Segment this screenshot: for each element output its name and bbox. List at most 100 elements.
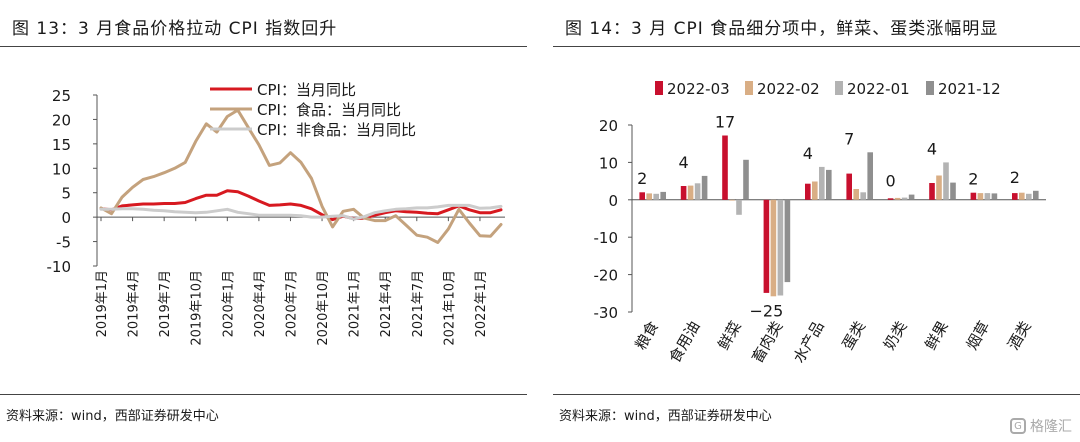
x-tick-label: 2020年7月 bbox=[284, 270, 299, 337]
x-tick-label: 2021年1月 bbox=[348, 270, 363, 337]
bar-2022-03-粮食 bbox=[639, 192, 645, 200]
x-tick-label: 2020年1月 bbox=[221, 270, 236, 337]
data-label-粮食: 2 bbox=[637, 169, 647, 188]
bar-2022-01-食用油 bbox=[694, 183, 701, 200]
bar-2022-02-畜肉类 bbox=[770, 199, 777, 297]
bar-2022-02-酒类 bbox=[1019, 192, 1025, 200]
figure-13-source: 资料来源：wind，西部证券研发中心 bbox=[6, 409, 219, 424]
bar-2022-03-鲜菜 bbox=[722, 135, 728, 200]
data-label-水产品: 4 bbox=[803, 144, 813, 163]
data-label-奶类: 0 bbox=[886, 172, 896, 191]
bar-2022-02-烟草 bbox=[977, 193, 984, 200]
bar-2022-01-鲜果 bbox=[943, 162, 949, 200]
bar-2021-12-蛋类 bbox=[867, 152, 873, 200]
bar-2022-02-食用油 bbox=[687, 185, 694, 200]
data-label-烟草: 2 bbox=[968, 170, 978, 189]
series-line-3 bbox=[99, 203, 503, 221]
bar-2021-12-酒类 bbox=[1033, 190, 1039, 200]
bar-2022-03-酒类 bbox=[1012, 193, 1018, 200]
bar-2022-01-蛋类 bbox=[860, 192, 866, 200]
watermark-text: 格隆汇 bbox=[1030, 419, 1072, 435]
bar-2022-02-鲜菜 bbox=[729, 199, 735, 201]
bar-2022-03-食用油 bbox=[680, 186, 687, 200]
y-tick-label: 10 bbox=[599, 154, 618, 172]
x-tick-label: 2020年4月 bbox=[253, 270, 268, 337]
bar-2022-01-酒类 bbox=[1026, 193, 1032, 200]
bar-2021-12-食用油 bbox=[701, 175, 708, 200]
figure-14-panel: 图 14：3 月 CPI 食品细分项中，鲜菜、蛋类涨幅明显 -30 -20 -10 0… bbox=[553, 0, 1080, 442]
legend-swatch-2022-03 bbox=[655, 81, 663, 95]
data-label-蛋类: 7 bbox=[844, 129, 854, 148]
data-label-畜肉类: −25 bbox=[750, 301, 784, 320]
data-label-酒类: 2 bbox=[1010, 168, 1020, 187]
legend-label-1: CPI：当月同比 bbox=[257, 81, 356, 99]
y-tick-label: 0 bbox=[608, 192, 618, 210]
figure-13-title: 图 13：3 月食品价格拉动 CPI 指数回升 bbox=[12, 19, 338, 39]
bar-2022-03-畜肉类 bbox=[763, 199, 770, 293]
cpi-line-chart: -10 -5 0 5 10 15 20 25 2019年1月 2019年4月 2019年7月 2019… bbox=[47, 81, 505, 346]
watermark: G 格隆汇 bbox=[1010, 416, 1072, 436]
x-tick-label: 酒类 bbox=[1004, 318, 1035, 353]
y-tick-label: -10 bbox=[47, 258, 72, 276]
x-tick-label: 2020年10月 bbox=[316, 270, 331, 346]
y-tick-label: 20 bbox=[599, 117, 618, 135]
x-tick-label: 2021年7月 bbox=[411, 270, 426, 337]
series-line-1 bbox=[99, 189, 503, 222]
bar-2021-12-水产品 bbox=[826, 169, 832, 200]
bar-2021-12-奶类 bbox=[908, 194, 915, 200]
x-tick-label: 畜肉类 bbox=[748, 318, 786, 366]
g-logo-icon: G bbox=[1010, 418, 1026, 434]
y-tick-label: 20 bbox=[52, 111, 71, 129]
bar-2022-02-鲜果 bbox=[936, 175, 942, 200]
bar-2022-01-鲜菜 bbox=[736, 199, 742, 215]
x-tick-label: 烟草 bbox=[963, 318, 994, 353]
bar-2022-01-烟草 bbox=[984, 193, 991, 200]
series-line-2 bbox=[99, 108, 503, 244]
legend-label-2022-02: 2022-02 bbox=[757, 80, 820, 98]
x-tick-label: 水产品 bbox=[790, 318, 828, 366]
bar-2022-01-奶类 bbox=[901, 197, 908, 200]
x-tick-label: 2019年4月 bbox=[127, 270, 142, 337]
bar-2021-12-烟草 bbox=[991, 193, 998, 200]
x-tick-label: 2021年10月 bbox=[442, 270, 457, 346]
bar-2022-03-鲜果 bbox=[929, 183, 935, 200]
y-tick-label: -30 bbox=[594, 304, 619, 322]
title-rule bbox=[0, 46, 527, 47]
x-tick-label: 鲜果 bbox=[921, 318, 952, 353]
bar-2022-03-水产品 bbox=[805, 183, 811, 200]
y-tick-label: 25 bbox=[52, 87, 71, 105]
bar-2022-02-蛋类 bbox=[853, 189, 859, 200]
y-tick-label: 10 bbox=[52, 160, 71, 178]
figure-14-source: 资料来源：wind，西部证券研发中心 bbox=[559, 409, 772, 424]
x-tick-label: 鲜菜 bbox=[714, 318, 745, 353]
bar-2022-03-烟草 bbox=[970, 192, 977, 200]
x-tick-label: 2021年4月 bbox=[379, 270, 394, 337]
source-rule bbox=[0, 394, 527, 395]
x-tick-label: 粮食 bbox=[632, 318, 663, 353]
x-tick-label: 食用油 bbox=[665, 318, 703, 366]
legend-swatch-2022-02 bbox=[745, 81, 753, 95]
source-rule bbox=[553, 394, 1080, 395]
bar-2022-01-水产品 bbox=[819, 166, 825, 200]
legend-label-3: CPI：非食品：当月同比 bbox=[257, 121, 416, 139]
title-rule bbox=[553, 46, 1080, 47]
x-tick-label: 奶类 bbox=[880, 318, 911, 353]
x-tick-label: 2019年1月 bbox=[95, 270, 110, 337]
legend-label-2022-01: 2022-01 bbox=[847, 80, 910, 98]
bar-2021-12-鲜果 bbox=[950, 182, 956, 200]
bar-2022-02-水产品 bbox=[812, 181, 818, 200]
legend-label-2: CPI：食品：当月同比 bbox=[257, 101, 401, 119]
legend-label-2021-12: 2021-12 bbox=[938, 80, 1001, 98]
bar-2022-02-粮食 bbox=[646, 193, 652, 200]
x-tick-label: 2019年10月 bbox=[190, 270, 205, 346]
x-tick-label: 蛋类 bbox=[839, 318, 870, 353]
legend-swatch-2021-12 bbox=[926, 81, 934, 95]
y-tick-label: 5 bbox=[61, 185, 71, 203]
bar-2021-12-粮食 bbox=[660, 191, 666, 200]
y-tick-label: 0 bbox=[61, 209, 71, 227]
y-tick-label: -5 bbox=[56, 234, 71, 252]
bar-2021-12-畜肉类 bbox=[784, 199, 791, 283]
figure-14-title: 图 14：3 月 CPI 食品细分项中，鲜菜、蛋类涨幅明显 bbox=[565, 19, 999, 39]
legend-swatch-2022-01 bbox=[835, 81, 843, 95]
